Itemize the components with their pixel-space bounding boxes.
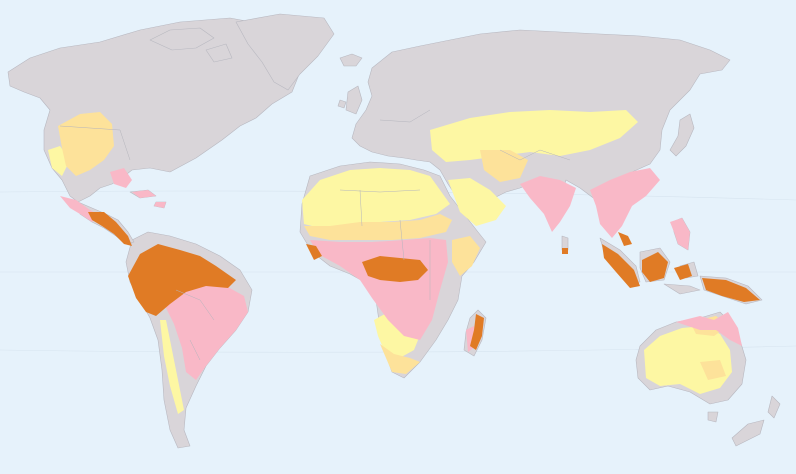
border-line (399, 219, 431, 300)
greenland (235, 13, 335, 91)
zone-rainforest-amazon (128, 244, 236, 316)
new-zealand (731, 395, 781, 447)
zone-rainforest-malaysia (618, 232, 632, 246)
zone-rainforest-new-guinea (702, 278, 760, 302)
british-isles (337, 85, 363, 115)
zone-wet-dry-southeast-asia (590, 168, 660, 238)
zone-rainforest-central-america (88, 212, 132, 246)
borders (59, 109, 571, 361)
zone-rainforest-sulawesi (674, 264, 692, 280)
zone-rainforest-madagascar (470, 314, 484, 350)
zone-wet-dry-india (520, 176, 576, 232)
zone-wet-dry-south-america (160, 282, 248, 380)
zone-rainforest-sumatra (602, 244, 640, 288)
zone-rainforest-congo (362, 256, 428, 282)
border-line (59, 125, 131, 161)
iceland (339, 53, 363, 67)
sri-lanka (561, 235, 569, 251)
zone-dry-central-asia (430, 110, 638, 162)
zone-semi-north-america (58, 112, 114, 176)
zone-semi-sahel (304, 214, 452, 240)
border-line (175, 289, 215, 361)
zone-dry-sahara (302, 168, 450, 228)
zone-wet-dry-philippines (670, 218, 690, 250)
zone-semi-australia (690, 316, 728, 380)
climate-zones (48, 110, 760, 414)
zone-wet-dry-northern-australia (676, 312, 742, 346)
zone-dry-arabia (448, 178, 506, 226)
border-line (499, 149, 571, 161)
zone-rainforest-west-africa (306, 244, 322, 260)
zone-semi-east-africa (452, 236, 480, 276)
zone-wet-dry-florida (110, 168, 132, 188)
zone-rainforest-sri-lanka (562, 248, 568, 254)
tasmania (707, 411, 719, 423)
japan (669, 113, 695, 157)
arctic-islands (149, 27, 233, 63)
border-line (379, 109, 431, 123)
zone-rainforest-borneo (642, 252, 668, 282)
border-line (339, 189, 421, 227)
zone-semi-southern-africa (380, 344, 420, 374)
zone-dry-atacama (160, 320, 184, 414)
zone-wet-dry-caribbean (132, 190, 166, 208)
